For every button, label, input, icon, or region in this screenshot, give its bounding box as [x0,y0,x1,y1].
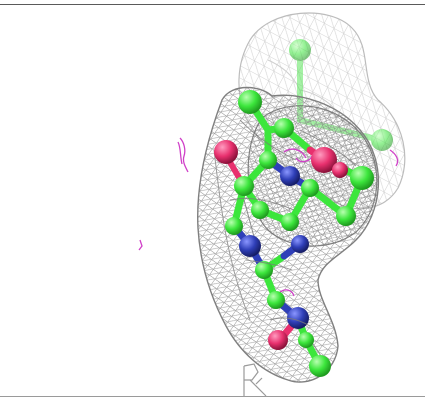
atom-carbon [234,176,254,196]
atom-oxygen [214,140,238,164]
atom-carbon [238,90,262,114]
atom-carbon [350,166,374,190]
atom-carbon [301,179,319,197]
atom-carbon [225,217,243,235]
atom-nitrogen [291,235,309,253]
atom-nitrogen [287,307,309,329]
atom-oxygen [311,147,337,173]
atom-carbon [309,355,331,377]
atom-carbon [259,151,277,169]
atom-oxygen [268,330,288,350]
difference-map-contours [138,137,399,297]
atom-nitrogen [280,166,300,186]
top-border-line [0,4,425,5]
bottom-border-line [0,396,425,397]
atom-carbon [267,291,285,309]
atom-carbon [298,332,314,348]
atom-carbon [336,206,356,226]
ligand-atoms [214,90,374,377]
atom-carbon [251,201,269,219]
atom-carbon [274,118,294,138]
foreground-mesh-strands [229,119,357,327]
atom-carbon [281,213,299,231]
atom-oxygen [332,162,348,178]
atom-nitrogen [239,235,261,257]
corner-mark-icon [243,363,267,397]
atom-carbon [255,261,273,279]
